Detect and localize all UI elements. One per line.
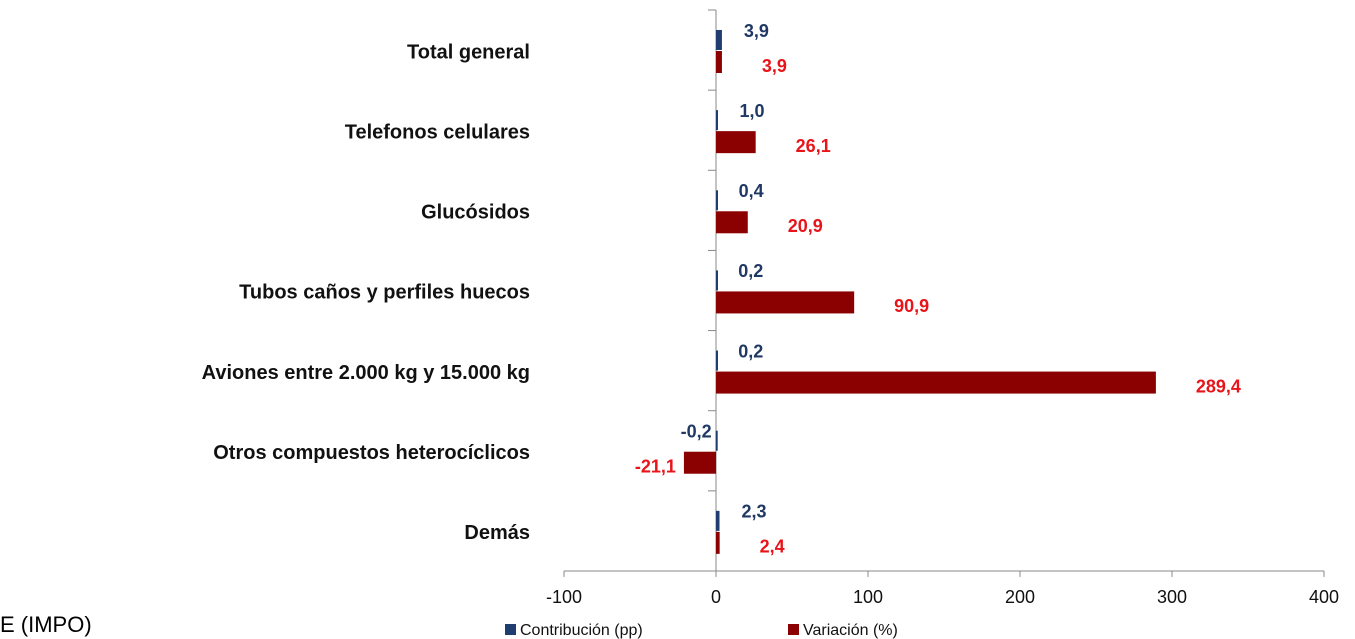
value-label: 3,9 <box>744 21 769 41</box>
value-label: 0,2 <box>738 341 763 361</box>
value-label: -21,1 <box>635 456 676 476</box>
bar <box>716 190 718 211</box>
bar <box>716 270 718 291</box>
x-tick-label: 400 <box>1309 587 1339 607</box>
legend-label: Variación (%) <box>803 622 898 639</box>
value-label: 0,4 <box>739 181 764 201</box>
bar <box>716 371 1156 394</box>
value-label: 3,9 <box>762 56 787 76</box>
bar <box>716 131 756 154</box>
value-label: -0,2 <box>681 421 712 441</box>
category-label: Aviones entre 2.000 kg y 15.000 kg <box>202 362 530 384</box>
value-label: 90,9 <box>894 296 929 316</box>
category-label: Demás <box>464 522 530 544</box>
value-label: 0,2 <box>738 261 763 281</box>
bar <box>716 110 718 131</box>
bar <box>716 531 720 554</box>
bar <box>716 350 718 371</box>
x-tick-label: 300 <box>1157 587 1187 607</box>
category-label: Otros compuestos heterocíclicos <box>213 442 530 464</box>
legend-swatch <box>788 624 799 635</box>
legend-label: Contribución (pp) <box>520 622 643 639</box>
x-tick-label: 0 <box>711 587 721 607</box>
x-tick-label: 100 <box>853 587 883 607</box>
legend-swatch <box>505 624 516 635</box>
bar <box>716 51 722 73</box>
category-label: Tubos caños y perfiles huecos <box>239 282 530 304</box>
x-tick-label: 200 <box>1005 587 1035 607</box>
x-tick-label: -100 <box>546 587 582 607</box>
bar <box>716 510 720 531</box>
value-label: 20,9 <box>788 216 823 236</box>
bar <box>716 291 855 314</box>
category-label: Total general <box>407 41 530 63</box>
bar <box>683 451 716 474</box>
bar <box>716 211 748 234</box>
value-label: 2,3 <box>741 502 766 522</box>
bar <box>716 30 722 50</box>
bar <box>715 430 718 451</box>
value-label: 289,4 <box>1196 376 1241 396</box>
value-label: 1,0 <box>740 101 765 121</box>
category-label: Telefonos celulares <box>345 121 530 143</box>
source-note: E (IMPO) <box>0 612 92 637</box>
value-label: 2,4 <box>760 537 785 557</box>
category-label: Glucósidos <box>421 202 530 224</box>
value-label: 26,1 <box>796 136 831 156</box>
